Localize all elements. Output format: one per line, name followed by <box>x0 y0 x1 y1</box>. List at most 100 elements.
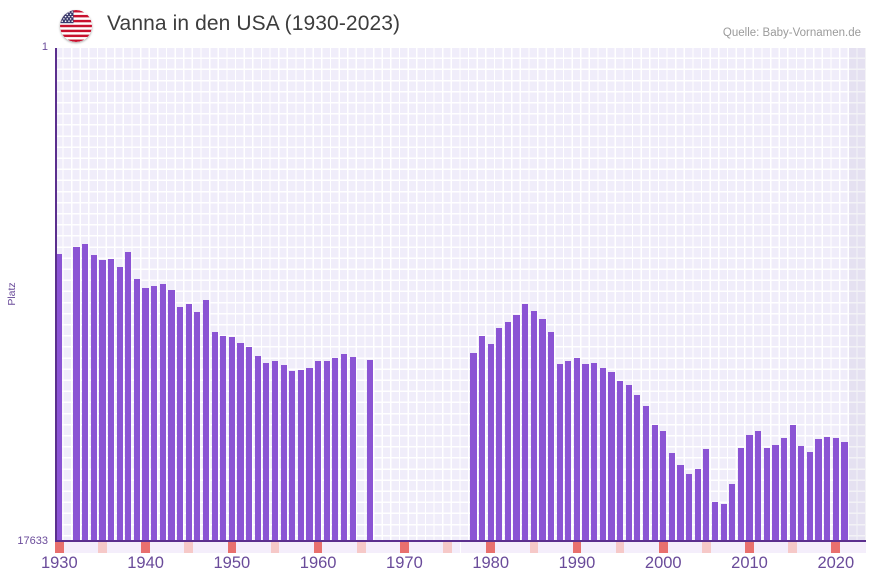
x-axis-tick-mark <box>374 542 383 553</box>
bar <box>824 436 831 541</box>
bar <box>107 259 115 541</box>
x-axis-tick-mark <box>736 542 746 553</box>
x-axis-tick-mark <box>201 542 211 553</box>
bar <box>228 337 235 541</box>
x-axis-tick-mark <box>193 542 202 553</box>
x-axis-tick-mark <box>788 542 797 553</box>
x-axis-tick-mark <box>641 542 651 553</box>
x-axis-tick-mark <box>633 542 642 553</box>
bar <box>176 306 184 541</box>
bar <box>755 431 762 541</box>
x-axis-tick-marks <box>55 542 866 553</box>
x-axis-tick-mark <box>98 542 107 553</box>
x-axis-tick-mark <box>710 542 720 553</box>
x-axis-tick-mark <box>469 542 478 553</box>
x-axis-tick-mark <box>262 542 271 553</box>
bar <box>246 347 253 541</box>
chart-plot-area <box>55 48 866 541</box>
bar <box>366 359 373 541</box>
x-axis-tick-label: 2000 <box>644 554 682 572</box>
bar <box>151 285 158 541</box>
x-axis-tick-mark <box>184 542 194 553</box>
x-axis-tick-mark <box>313 542 323 553</box>
bar <box>806 452 814 541</box>
x-axis-tick-mark <box>434 542 444 553</box>
bar <box>660 431 667 541</box>
x-axis-tick-label: 1980 <box>472 554 510 572</box>
bar <box>202 299 210 541</box>
x-axis-tick-mark <box>115 542 125 553</box>
x-axis-tick-mark <box>529 542 539 553</box>
x-axis-tick-mark <box>382 542 392 553</box>
x-axis-tick-mark <box>210 542 219 553</box>
x-axis-tick-mark <box>581 542 590 553</box>
x-axis-tick-mark <box>253 542 263 553</box>
x-axis-tick-mark <box>270 542 280 553</box>
bar <box>737 447 744 541</box>
x-axis-tick-mark <box>279 542 288 553</box>
bar <box>608 372 615 541</box>
x-axis-tick-mark <box>451 542 461 553</box>
bar <box>349 356 356 541</box>
bar <box>90 254 97 541</box>
x-axis-tick-mark <box>167 542 176 553</box>
x-axis-tick-mark <box>520 542 530 553</box>
x-axis-tick-mark <box>227 542 237 553</box>
x-axis-tick-mark <box>296 542 306 553</box>
bar <box>211 331 218 541</box>
bar <box>73 246 80 541</box>
x-axis-tick-mark <box>158 542 168 553</box>
x-axis-tick-mark <box>425 542 435 553</box>
x-axis-tick-mark <box>495 542 504 553</box>
bar <box>772 445 779 541</box>
x-axis-tick-mark <box>822 542 832 553</box>
x-axis-tick-mark <box>848 542 858 553</box>
x-axis-tick-label: 1990 <box>558 554 596 572</box>
x-axis-tick-mark <box>676 542 685 553</box>
bar <box>133 278 141 541</box>
x-axis-tick-mark <box>693 542 703 553</box>
x-axis-tick-mark <box>607 542 616 553</box>
x-axis-tick-mark <box>175 542 185 553</box>
x-axis-tick-mark <box>719 542 728 553</box>
bar <box>642 405 650 541</box>
bar <box>271 361 279 541</box>
bar <box>487 344 494 541</box>
x-axis-tick-mark <box>546 542 556 553</box>
x-axis-tick-mark <box>762 542 772 553</box>
bar <box>780 438 788 541</box>
x-axis-tick-label: 2020 <box>817 554 855 572</box>
x-axis-tick-mark <box>831 542 841 553</box>
x-axis-tick-mark <box>218 542 228 553</box>
bar <box>194 312 201 541</box>
bar <box>297 369 304 541</box>
bar <box>798 446 805 541</box>
x-axis-tick-mark <box>589 542 599 553</box>
x-axis-tick-mark <box>477 542 487 553</box>
bar <box>340 354 348 541</box>
bar <box>263 362 270 541</box>
bar <box>634 394 641 541</box>
x-axis-tick-mark <box>624 542 634 553</box>
bar <box>323 361 330 541</box>
x-axis-tick-mark <box>745 542 754 553</box>
x-axis-tick-label: 1940 <box>127 554 164 572</box>
bar <box>815 439 822 541</box>
bar <box>668 453 675 541</box>
x-axis-tick-mark <box>555 542 565 553</box>
bar <box>651 425 658 541</box>
bar <box>591 362 598 541</box>
x-axis-tick-mark <box>106 542 116 553</box>
x-axis-tick-mark <box>365 542 375 553</box>
bar <box>582 363 589 541</box>
bar <box>280 365 287 541</box>
bar <box>289 370 296 541</box>
x-axis-tick-mark <box>89 542 99 553</box>
x-axis-tick-mark <box>244 542 254 553</box>
bar <box>599 368 606 541</box>
x-axis-tick-mark <box>814 542 823 553</box>
bar <box>478 335 486 541</box>
x-axis-tick-mark <box>443 542 452 553</box>
x-axis-tick-mark <box>55 542 64 553</box>
x-axis-tick-mark <box>564 542 573 553</box>
